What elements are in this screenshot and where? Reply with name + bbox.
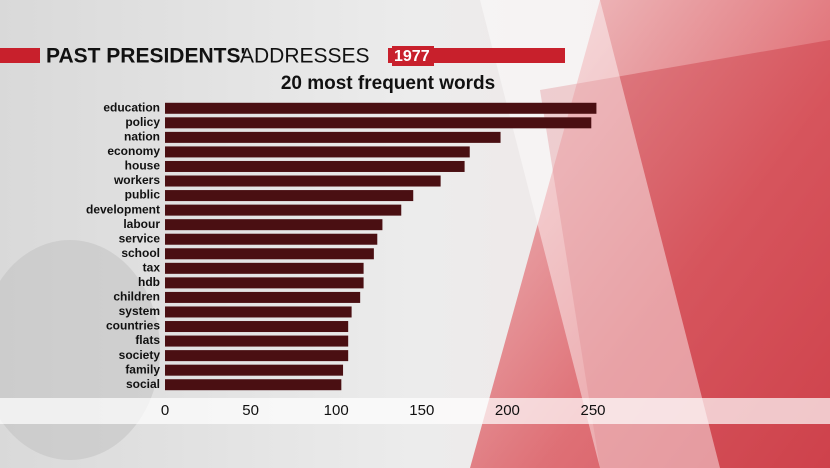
y-tick-label: policy [125,115,160,129]
bar [165,291,361,303]
bar [165,306,352,318]
y-tick-label: economy [107,144,160,158]
axis-band [0,398,830,424]
y-tick-label: tax [143,260,161,274]
y-tick-label: countries [106,319,160,333]
y-tick-label: children [113,290,160,304]
y-tick-label: hdb [138,275,160,289]
decor-light [480,0,720,468]
y-tick-label: flats [135,333,160,347]
y-tick-label: school [121,246,160,260]
y-tick-label: labour [123,217,160,231]
year-box [392,46,434,66]
y-tick-label: family [125,362,160,376]
year-label: 1977 [394,48,430,65]
x-tick-label: 150 [409,402,434,419]
x-tick-label: 50 [242,402,259,419]
bar [165,175,441,187]
bar [165,160,465,172]
chart-title-suffix: ADDRESSES [240,45,370,68]
bar [165,117,592,129]
x-tick-label: 100 [324,402,349,419]
bar [165,131,501,143]
chart-subtitle: 20 most frequent words [281,73,495,94]
decor-red [470,0,830,468]
y-tick-label: social [126,377,160,391]
bar [165,335,349,347]
y-tick-label: system [119,304,160,318]
bar [165,102,597,114]
bar [165,350,349,362]
bar [165,364,344,376]
x-tick-label: 0 [161,402,169,419]
bar [165,219,383,231]
bar [165,248,374,260]
bar [165,262,364,274]
bar [165,379,342,391]
y-tick-label: public [125,188,161,202]
y-tick-label: house [125,159,161,173]
y-tick-label: society [119,348,161,362]
bar [165,190,414,202]
bar [165,321,349,333]
decor-building [540,40,830,468]
y-tick-label: workers [113,173,160,187]
chart-title: PAST PRESIDENTS' [46,45,245,68]
bar [165,204,402,216]
x-tick-label: 250 [580,402,605,419]
y-tick-label: service [119,231,161,245]
bar [165,233,378,245]
y-tick-label: nation [124,130,160,144]
y-tick-label: development [86,202,160,216]
title-bar-left [0,48,40,63]
bar [165,277,364,289]
bar [165,146,470,158]
y-tick-label: education [103,100,160,114]
x-tick-label: 200 [495,402,520,419]
